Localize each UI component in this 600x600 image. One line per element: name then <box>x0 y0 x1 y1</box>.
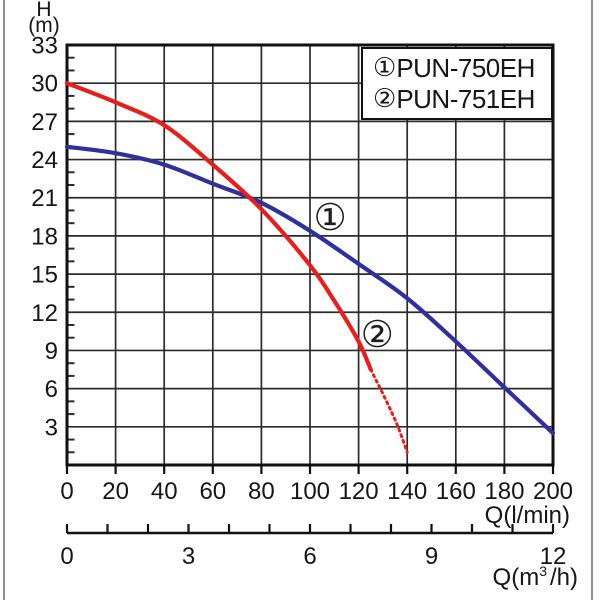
legend-box: ① PUN-750EH ② PUN-751EH <box>361 47 553 120</box>
y-tick-label: 27 <box>31 109 58 136</box>
curve-pun-751eh-dotted <box>369 368 409 454</box>
y-tick-label: 33 <box>31 33 58 60</box>
legend-entry-1: ① PUN-750EH <box>373 55 551 81</box>
y-axis-title-unit: (m) <box>28 14 60 37</box>
legend-label-2: PUN-751EH <box>396 84 535 115</box>
secondary-x-tick-label: 6 <box>303 543 316 570</box>
x2-unit-superscript: 3 <box>539 563 547 579</box>
y-axis-title-symbol: H <box>36 0 52 21</box>
x-tick-label: 140 <box>387 478 427 505</box>
y-tick-label: 3 <box>45 414 58 441</box>
y-tick-label: 18 <box>31 223 58 250</box>
secondary-x-tick-label: 0 <box>60 543 73 570</box>
y-axis-title: H (m) <box>20 0 68 37</box>
y-tick-label: 15 <box>31 262 58 289</box>
y-tick-label: 24 <box>31 147 58 174</box>
legend-label-1: PUN-750EH <box>396 52 535 83</box>
y-tick-label: 6 <box>45 376 58 403</box>
x-tick-label: 160 <box>436 478 476 505</box>
x-tick-label: 180 <box>484 478 524 505</box>
secondary-x-axis-unit-label: Q(m3/h) <box>420 564 578 592</box>
x-tick-label: 40 <box>151 478 178 505</box>
legend-entry-2: ② PUN-751EH <box>373 86 551 112</box>
y-tick-label: 21 <box>31 185 58 212</box>
x-tick-label: 80 <box>248 478 275 505</box>
secondary-x-tick-label: 9 <box>425 543 438 570</box>
curve-pun-750eh <box>64 144 556 436</box>
legend-marker-1: ① <box>373 52 397 83</box>
curve-annotation-2: ② <box>360 313 394 357</box>
x-tick-label: 0 <box>60 478 73 505</box>
x-tick-label: 100 <box>290 478 330 505</box>
right-frame-line <box>591 0 593 600</box>
y-tick-label: 12 <box>31 300 58 327</box>
y-tick-label: 9 <box>45 338 58 365</box>
secondary-x-tick-label: 12 <box>540 543 567 570</box>
x-tick-label: 200 <box>533 478 573 505</box>
curve-pun-751eh <box>64 81 373 372</box>
x-axis-unit-label: Q(l/min) <box>484 502 570 529</box>
curve-annotation-1: ① <box>313 196 347 240</box>
x2-unit-suffix: /h) <box>549 564 578 591</box>
x2-unit-prefix: Q(m <box>492 564 540 591</box>
x-tick-label: 120 <box>339 478 379 505</box>
plot-border <box>65 43 555 467</box>
x-tick-label: 20 <box>102 478 129 505</box>
y-tick-label: 30 <box>31 71 58 98</box>
x-tick-label: 60 <box>199 478 226 505</box>
legend-marker-2: ② <box>373 84 397 115</box>
left-frame-line <box>3 0 5 600</box>
secondary-x-tick-label: 3 <box>182 543 195 570</box>
